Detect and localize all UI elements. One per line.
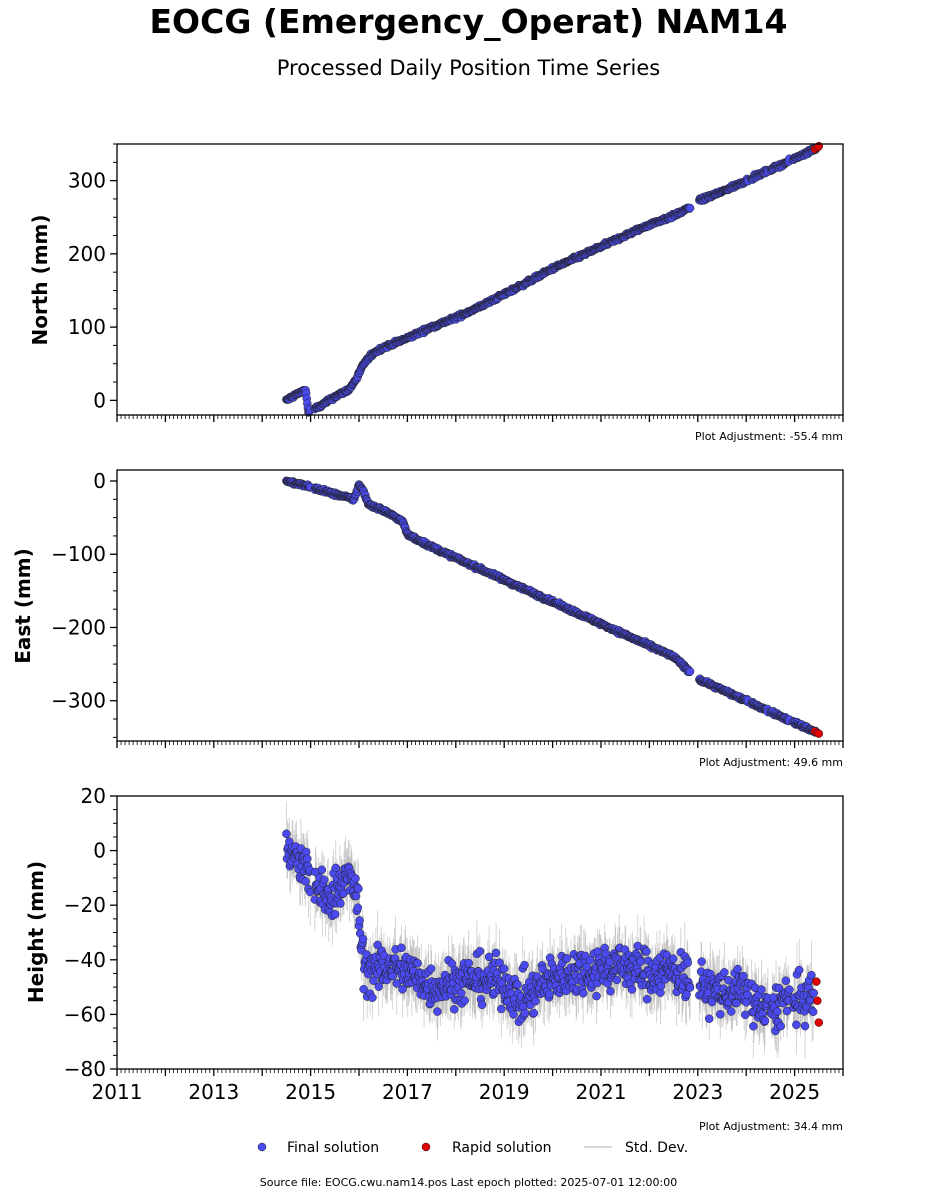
east-points	[282, 476, 824, 738]
chart-title: EOCG (Emergency_Operat) NAM14	[149, 2, 788, 41]
east-plot-frame	[116, 469, 844, 742]
final-solution-point	[305, 887, 315, 897]
final-solution-point	[354, 884, 363, 893]
final-solution-point	[336, 899, 345, 908]
north-panel: 0 100 200 300 North (mm) Plot Adjustment: -…	[28, 141, 844, 443]
final-solution-point	[351, 874, 360, 883]
y-tick-label: −300	[51, 689, 106, 713]
final-solution-point	[317, 865, 327, 875]
final-solution-point	[351, 891, 361, 901]
final-solution-point	[353, 903, 363, 912]
final-solution-point	[685, 203, 695, 213]
final-solution-point	[301, 877, 310, 886]
final-solution-point	[685, 667, 695, 676]
y-tick-label: −200	[51, 615, 106, 639]
north-y-label: North (mm)	[28, 214, 52, 345]
y-tick-label: 100	[68, 315, 106, 339]
final-solution-point	[355, 916, 364, 925]
final-solution-point	[319, 875, 329, 885]
chart-subtitle: Processed Daily Position Time Series	[276, 56, 661, 80]
north-points	[282, 141, 824, 417]
final-solution-point	[282, 829, 291, 839]
east-panel: 0 −100 −200 −300 East (mm) Plot Adjustment:…	[11, 469, 844, 769]
y-tick-label: 0	[93, 469, 106, 493]
y-tick-label: −100	[51, 542, 106, 566]
north-adjustment: Plot Adjustment: -55.4 mm	[695, 430, 843, 443]
east-y-label: East (mm)	[11, 548, 35, 664]
east-x-ticks	[116, 741, 844, 748]
final-solution-point	[358, 934, 368, 944]
y-tick-label: 0	[93, 388, 106, 412]
height-panel: 200−20−40−60−80 2011 2013 2015 2017 2019 2021…	[24, 784, 844, 1133]
north-x-ticks	[116, 415, 844, 422]
y-tick-label: 200	[68, 242, 106, 266]
height-std-dev	[285, 801, 815, 1059]
final-solution-point	[368, 993, 377, 1002]
rapid-solution-point	[814, 729, 824, 738]
final-solution-point	[397, 943, 406, 953]
east-y-ticks: 0 −100 −200 −300	[51, 469, 117, 738]
east-adjustment: Plot Adjustment: 49.6 mm	[699, 756, 843, 769]
final-solution-point	[330, 910, 340, 919]
north-y-ticks: 0 100 200 300	[68, 143, 117, 412]
final-solution-point	[303, 854, 312, 863]
y-tick-label: 300	[68, 169, 106, 193]
